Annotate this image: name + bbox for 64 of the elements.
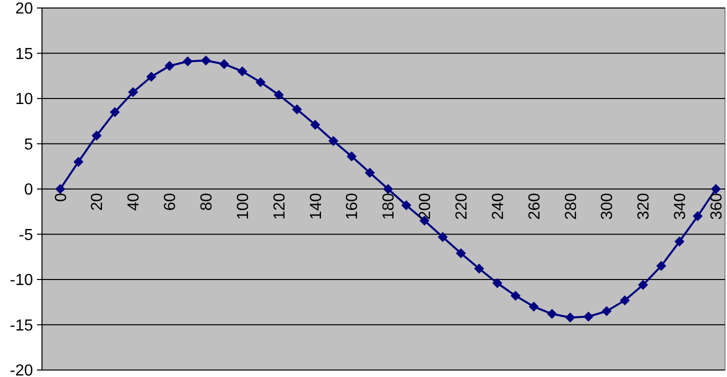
- point: [674, 236, 684, 246]
- point: [346, 151, 357, 162]
- x-tick-label: 240: [490, 192, 507, 220]
- point: [528, 302, 539, 312]
- point: [164, 60, 174, 71]
- point: [128, 87, 138, 98]
- y-tick-label: -10: [10, 272, 34, 290]
- x-tick-label: 180: [380, 192, 398, 220]
- x-tick-label: 160: [344, 192, 362, 220]
- x-tick-label: 120: [271, 192, 288, 220]
- point: [638, 280, 648, 290]
- x-tick-label: 100: [234, 192, 252, 220]
- x-tick-label: 0: [52, 192, 70, 202]
- point: [256, 77, 266, 88]
- point: [237, 66, 248, 76]
- x-tick-label: 280: [562, 192, 580, 220]
- x-tick-label: 320: [636, 192, 653, 220]
- point: [620, 295, 630, 306]
- x-tick-label: 360: [708, 192, 726, 220]
- point: [510, 290, 521, 301]
- y-tick-label: -5: [18, 226, 34, 244]
- y-tick-label: 15: [15, 46, 34, 63]
- point: [546, 308, 557, 319]
- y-tick-label: 5: [24, 136, 34, 154]
- point: [310, 120, 320, 130]
- point: [656, 260, 666, 271]
- point: [383, 184, 394, 194]
- x-tick-label: 40: [126, 192, 143, 211]
- point: [692, 211, 703, 222]
- point: [219, 59, 230, 70]
- point: [110, 107, 120, 118]
- y-tick-label: 0: [24, 182, 34, 199]
- point: [364, 168, 375, 178]
- point: [182, 56, 193, 66]
- x-tick-label: 20: [89, 192, 106, 211]
- point: [602, 306, 612, 316]
- point: [492, 278, 502, 288]
- y-tick-label: -15: [10, 317, 34, 334]
- y-tick-label: 10: [15, 91, 34, 108]
- point: [456, 248, 466, 258]
- x-tick-label: 220: [454, 192, 471, 220]
- x-tick-label: 80: [198, 192, 216, 211]
- y-tick-label: 20: [15, 0, 34, 18]
- point: [292, 104, 302, 114]
- y-tick-label: -20: [10, 362, 34, 377]
- point: [474, 264, 484, 274]
- point: [583, 312, 594, 322]
- point: [92, 130, 102, 141]
- x-tick-label: 200: [417, 192, 434, 220]
- x-tick-label: 300: [599, 192, 616, 220]
- x-tick-label: 140: [308, 192, 325, 220]
- x-tick-label: 60: [162, 192, 180, 211]
- point: [146, 72, 156, 82]
- point: [328, 136, 338, 146]
- point: [565, 312, 576, 323]
- point: [710, 184, 721, 194]
- point: [200, 55, 211, 66]
- point: [55, 184, 66, 194]
- point: [438, 232, 448, 242]
- point: [73, 156, 84, 167]
- point: [401, 200, 412, 210]
- x-tick-label: 340: [672, 192, 690, 220]
- point: [274, 90, 284, 100]
- x-tick-label: 260: [526, 192, 544, 220]
